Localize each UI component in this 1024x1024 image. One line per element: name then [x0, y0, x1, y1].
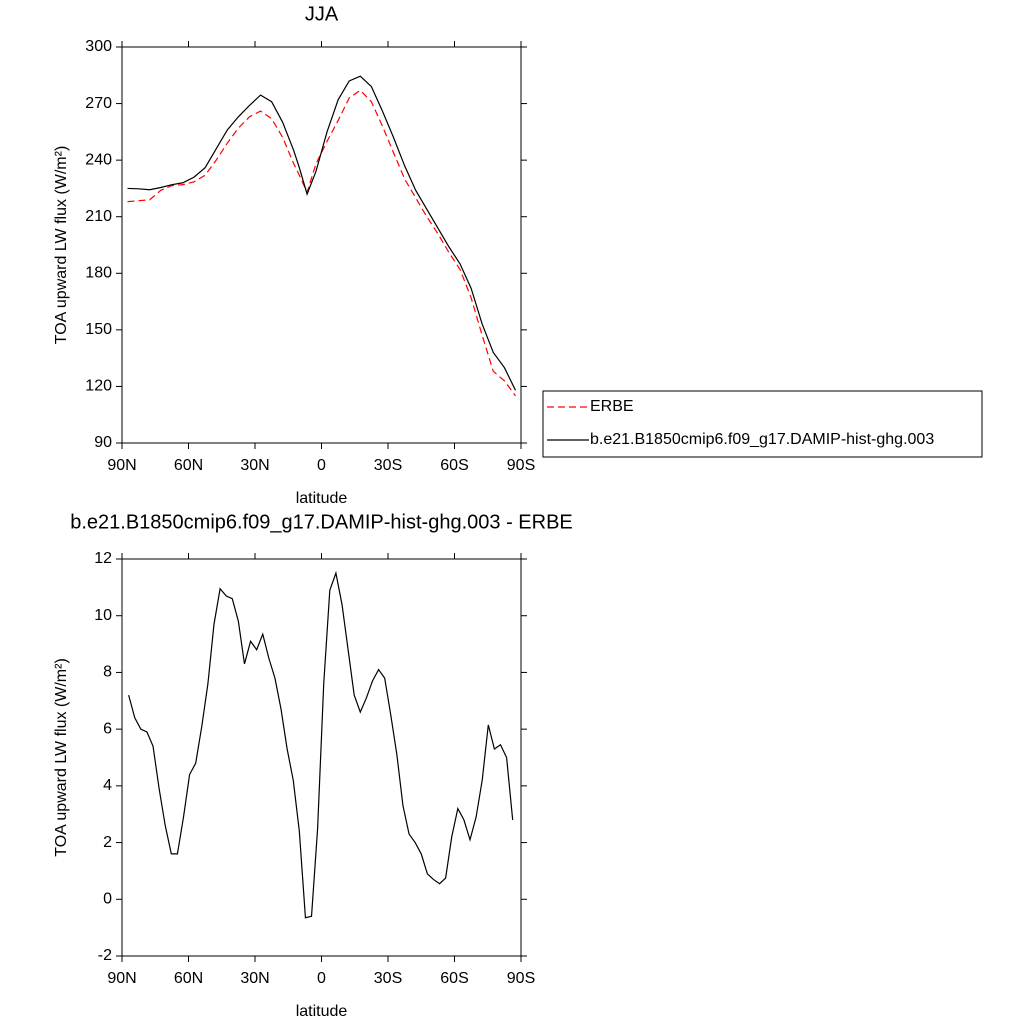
x-tick-label: 90N [107, 970, 136, 987]
x-axis-label: latitude [296, 490, 348, 507]
y-tick-label: 120 [85, 378, 112, 395]
x-tick-label: 0 [317, 970, 326, 987]
y-tick-label: 4 [103, 777, 112, 794]
data-line [128, 570, 514, 919]
legend-label: ERBE [590, 398, 634, 415]
y-tick-label: 12 [94, 550, 112, 567]
y-tick-label: 270 [85, 95, 112, 112]
y-tick-label: 180 [85, 265, 112, 282]
y-tick-label: 0 [103, 891, 112, 908]
y-axis-label: TOA upward LW flux (W/m²) [53, 658, 70, 857]
x-tick-label: 90N [107, 457, 136, 474]
x-tick-label: 60N [174, 970, 203, 987]
chart-title: JJA [305, 3, 339, 25]
y-tick-label: 6 [103, 720, 112, 737]
x-tick-label: 60S [440, 457, 468, 474]
legend-label: b.e21.B1850cmip6.f09_g17.DAMIP-hist-ghg.… [590, 431, 934, 448]
x-tick-label: 90S [507, 970, 535, 987]
x-tick-label: 30N [240, 457, 269, 474]
x-tick-label: 30S [374, 457, 402, 474]
y-tick-label: 90 [94, 434, 112, 451]
x-tick-label: 60S [440, 970, 468, 987]
x-tick-label: 60N [174, 457, 203, 474]
y-axis-label: TOA upward LW flux (W/m²) [53, 146, 70, 345]
x-tick-label: 30S [374, 970, 402, 987]
plot-frame [121, 46, 522, 444]
y-tick-label: -2 [98, 947, 112, 964]
data-line [127, 75, 516, 391]
y-tick-label: 210 [85, 208, 112, 225]
legend-box [542, 390, 983, 458]
x-axis-label: latitude [296, 1003, 348, 1020]
chart-title: b.e21.B1850cmip6.f09_g17.DAMIP-hist-ghg.… [70, 511, 573, 533]
y-tick-label: 240 [85, 151, 112, 168]
y-tick-label: 300 [85, 38, 112, 55]
y-tick-label: 10 [94, 607, 112, 624]
y-tick-label: 8 [103, 664, 112, 681]
y-tick-label: 2 [103, 834, 112, 851]
y-tick-label: 150 [85, 321, 112, 338]
x-tick-label: 30N [240, 970, 269, 987]
x-tick-label: 90S [507, 457, 535, 474]
x-tick-label: 0 [317, 457, 326, 474]
plot-frame [121, 558, 522, 957]
data-line [127, 89, 516, 397]
